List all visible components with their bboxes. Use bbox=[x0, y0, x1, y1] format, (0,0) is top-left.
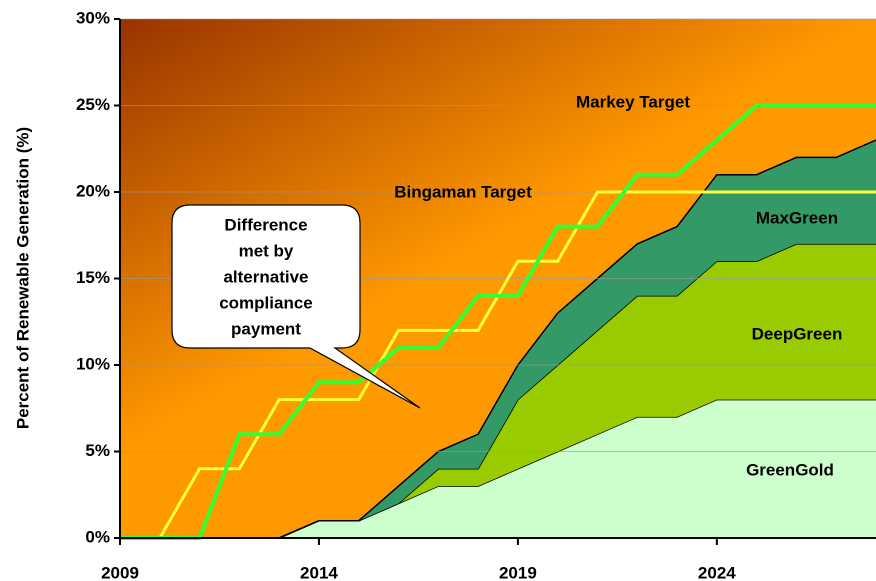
line-label: Bingaman Target bbox=[394, 182, 532, 201]
series-label: DeepGreen bbox=[752, 324, 843, 343]
y-tick-label: 0% bbox=[85, 527, 110, 546]
annotation: compliance bbox=[219, 293, 313, 312]
callout bbox=[171, 204, 421, 409]
annotation: met by bbox=[239, 241, 294, 260]
series-label: GreenGold bbox=[746, 460, 834, 479]
annotation: payment bbox=[231, 319, 301, 338]
annotation: Difference bbox=[224, 215, 307, 234]
x-tick-label: 2024 bbox=[698, 563, 736, 581]
target-line bbox=[120, 103, 876, 540]
y-axis-label: Percent of Renewable Generation (%) bbox=[13, 127, 32, 429]
area bbox=[120, 140, 876, 538]
area bbox=[120, 399, 876, 538]
y-tick-label: 10% bbox=[76, 354, 110, 373]
x-tick-label: 2019 bbox=[499, 563, 537, 581]
area bbox=[120, 243, 876, 538]
y-tick-label: 15% bbox=[76, 268, 110, 287]
y-tick-label: 30% bbox=[76, 8, 110, 27]
y-tick-label: 25% bbox=[76, 95, 110, 114]
annotation: alternative bbox=[223, 267, 308, 286]
series-label: MaxGreen bbox=[756, 208, 838, 227]
x-tick-label: 2014 bbox=[300, 563, 338, 581]
y-tick-label: 20% bbox=[76, 181, 110, 200]
x-tick-label: 2009 bbox=[101, 563, 139, 581]
line-label: Markey Target bbox=[576, 92, 690, 111]
y-tick-label: 5% bbox=[85, 441, 110, 460]
